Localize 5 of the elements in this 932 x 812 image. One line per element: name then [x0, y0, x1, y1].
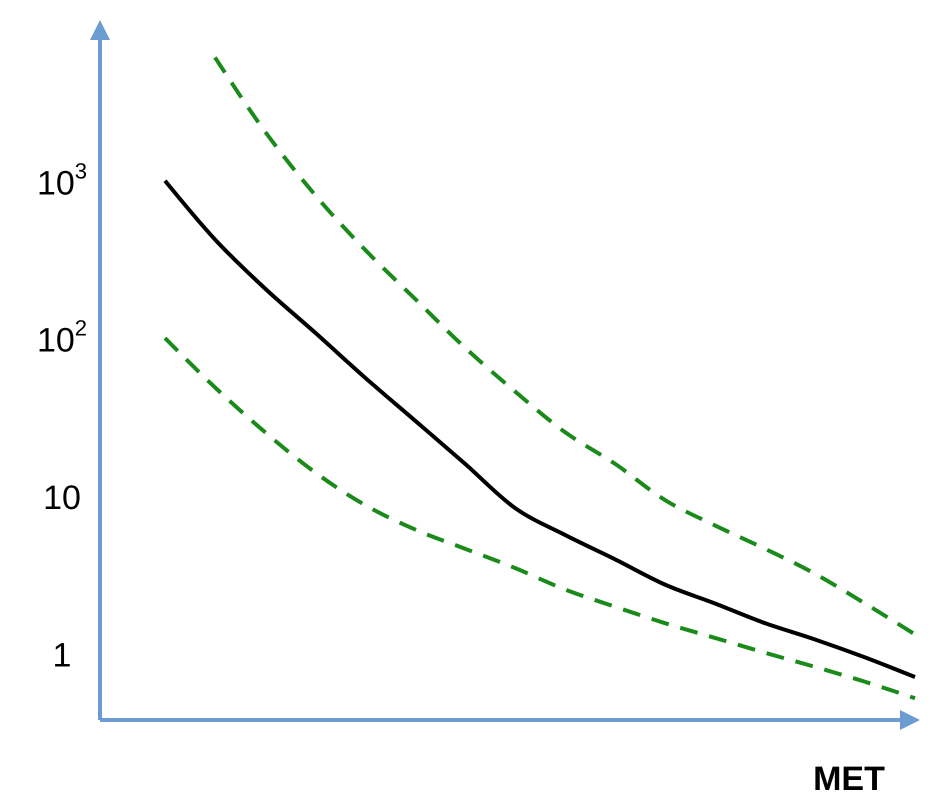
y-tick-label: 10 [43, 479, 81, 518]
x-axis-title: MET [813, 760, 886, 798]
y-tick-label: 1 [52, 636, 72, 674]
y-tick-label: 10$^{2}$ [36, 316, 88, 360]
y-tick-label: 10$^{3}$ [36, 158, 88, 202]
